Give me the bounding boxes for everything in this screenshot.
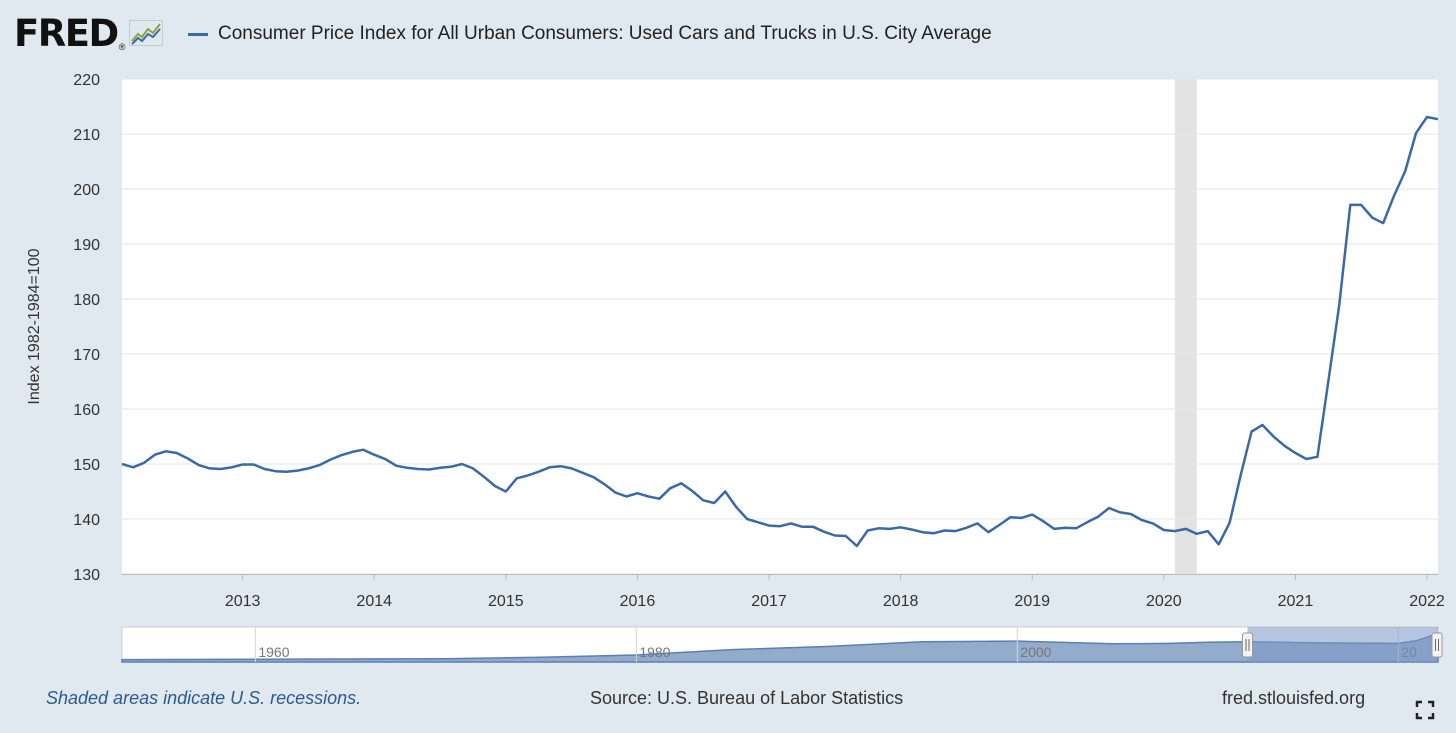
x-tick-label: 2019 xyxy=(1014,593,1050,610)
series-title: Consumer Price Index for All Urban Consu… xyxy=(218,23,992,44)
x-tick-label: 2013 xyxy=(225,593,261,610)
y-axis-title: Index 1982-1984=100 xyxy=(26,248,43,404)
x-tick-label: 2014 xyxy=(356,593,392,610)
fred-logo[interactable]: FRED ® xyxy=(14,12,164,56)
y-tick-label: 140 xyxy=(73,512,100,529)
navigator-label: 1960 xyxy=(258,644,289,660)
x-tick-label: 2016 xyxy=(620,593,656,610)
x-tick-label: 2022 xyxy=(1409,593,1445,610)
x-tick-label: 2017 xyxy=(751,593,787,610)
y-tick-label: 150 xyxy=(73,457,100,474)
y-tick-label: 170 xyxy=(73,347,100,364)
line-chart-icon xyxy=(129,20,164,51)
recession-note: Shaded areas indicate U.S. recessions. xyxy=(46,688,362,708)
site-link[interactable]: fred.stlouisfed.org xyxy=(1222,688,1366,708)
y-tick-label: 130 xyxy=(73,567,100,584)
legend-swatch xyxy=(188,32,208,36)
y-tick-label: 160 xyxy=(73,402,100,419)
y-tick-label: 180 xyxy=(73,292,100,309)
recession-band xyxy=(1174,79,1197,574)
x-tick-label: 2018 xyxy=(883,593,919,610)
x-tick-label: 2021 xyxy=(1278,593,1314,610)
navigator-handle-right[interactable] xyxy=(1431,632,1443,658)
y-tick-label: 220 xyxy=(73,72,100,89)
chart-header: FRED ® Consumer Price Index for All Urba… xyxy=(0,0,1456,68)
source-note: Source: U.S. Bureau of Labor Statistics xyxy=(590,688,904,708)
series-legend[interactable]: Consumer Price Index for All Urban Consu… xyxy=(188,20,992,48)
x-tick-label: 2015 xyxy=(488,593,524,610)
registered-mark: ® xyxy=(118,42,126,52)
x-tick-label: 2020 xyxy=(1146,593,1182,610)
y-tick-label: 190 xyxy=(73,237,100,254)
y-tick-label: 210 xyxy=(73,127,100,144)
navigator-label: 2000 xyxy=(1020,644,1051,660)
series-line xyxy=(121,115,1439,548)
fred-logo-text: FRED xyxy=(14,12,119,55)
navigator-label: 1980 xyxy=(639,644,670,660)
navigator-handle-left[interactable] xyxy=(1242,632,1254,658)
fullscreen-icon[interactable] xyxy=(1413,698,1437,722)
y-tick-label: 200 xyxy=(73,182,100,199)
plot-background xyxy=(122,79,1438,574)
navigator-selection[interactable] xyxy=(1247,627,1438,662)
